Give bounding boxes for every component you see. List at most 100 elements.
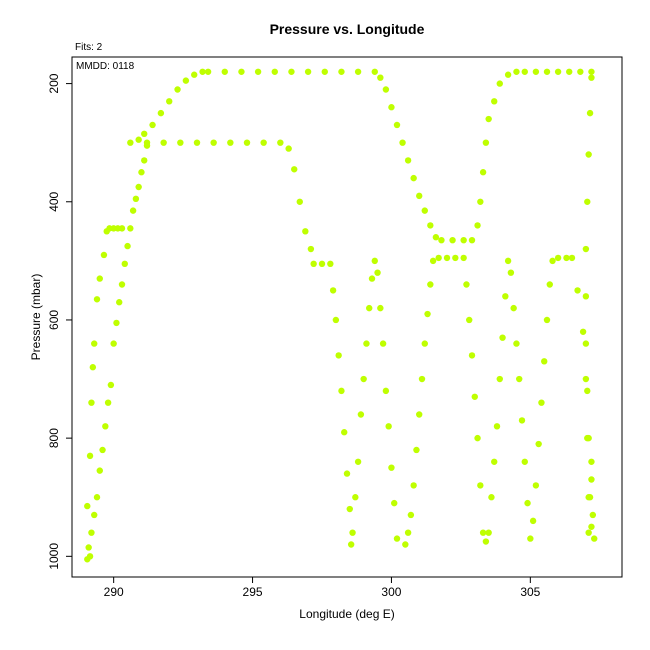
data-point	[285, 145, 292, 152]
data-point	[549, 257, 556, 265]
data-point	[399, 139, 406, 146]
data-point	[110, 340, 117, 347]
data-point	[121, 260, 128, 268]
data-point	[574, 287, 581, 294]
data-point	[404, 529, 412, 536]
data-point	[304, 68, 312, 75]
data-point	[352, 494, 359, 501]
data-point	[277, 139, 284, 146]
data-point	[491, 98, 498, 105]
data-point	[435, 254, 442, 262]
y-tick-label: 200	[47, 73, 61, 93]
y-tick-label: 800	[47, 428, 61, 448]
data-point	[343, 470, 351, 477]
y-axis: 200 400 600 800 1000	[47, 73, 72, 570]
data-point	[438, 236, 445, 244]
x-tick-label: 305	[520, 585, 540, 599]
y-axis-label: Pressure (mbar)	[29, 274, 43, 361]
data-point	[371, 68, 378, 75]
data-point	[296, 198, 303, 205]
data-point	[377, 74, 384, 81]
data-point	[499, 334, 506, 341]
data-point	[129, 207, 137, 214]
x-axis-label: Longitude (deg E)	[299, 607, 394, 621]
data-point	[93, 296, 101, 303]
data-point	[377, 304, 384, 312]
data-point	[532, 482, 540, 489]
data-point	[429, 257, 437, 265]
data-point	[582, 245, 590, 253]
data-point	[382, 86, 390, 93]
data-point	[432, 234, 440, 241]
data-point	[524, 499, 531, 507]
data-point	[143, 139, 151, 146]
data-point	[141, 130, 148, 138]
data-point	[586, 494, 594, 501]
data-point	[177, 139, 184, 146]
data-point	[193, 139, 201, 146]
data-point	[174, 86, 181, 93]
data-point	[302, 228, 309, 235]
data-point	[421, 340, 428, 347]
data-point	[491, 458, 498, 465]
data-point	[182, 77, 190, 84]
data-point	[584, 387, 591, 395]
data-point	[460, 254, 467, 262]
data-point	[93, 494, 101, 501]
data-point	[288, 68, 295, 75]
data-point	[96, 275, 103, 282]
data-point	[374, 269, 381, 276]
data-point	[582, 340, 590, 347]
data-point	[527, 535, 534, 542]
data-point	[307, 245, 315, 253]
data-point	[86, 553, 94, 560]
data-point	[88, 399, 95, 406]
data-point	[91, 511, 98, 519]
data-point	[532, 68, 540, 75]
plot-frame	[71, 56, 623, 578]
data-point	[588, 523, 595, 530]
data-point	[321, 68, 328, 75]
data-point	[513, 340, 520, 347]
y-tick-label: 1000	[47, 543, 61, 570]
data-point	[221, 68, 228, 75]
data-point	[471, 393, 478, 400]
data-point	[204, 68, 212, 75]
data-point	[584, 198, 591, 205]
data-point	[107, 381, 115, 389]
data-point	[135, 136, 142, 143]
data-point	[504, 71, 512, 78]
data-point	[588, 74, 595, 81]
data-point	[271, 68, 278, 75]
data-point	[127, 139, 134, 146]
data-point	[124, 242, 131, 250]
chart-annotation: MMDD: 0118	[76, 61, 135, 72]
data-point	[166, 98, 173, 105]
data-point	[521, 68, 528, 75]
data-point	[585, 434, 592, 442]
x-tick-label: 295	[243, 585, 263, 599]
data-point	[363, 340, 370, 347]
data-point	[332, 316, 340, 324]
data-point	[507, 269, 515, 276]
data-point	[360, 375, 367, 383]
data-point	[513, 68, 520, 75]
data-point	[535, 440, 542, 448]
data-point	[546, 281, 553, 288]
data-point	[474, 222, 481, 229]
data-point	[113, 319, 120, 327]
data-point	[413, 446, 420, 454]
data-point	[589, 511, 597, 519]
data-point	[554, 254, 562, 262]
data-point	[338, 68, 345, 75]
data-point	[510, 304, 517, 312]
data-point	[479, 169, 487, 176]
data-point	[554, 68, 562, 75]
data-point	[502, 293, 509, 300]
data-point	[460, 236, 467, 244]
data-point	[104, 399, 112, 406]
data-point	[99, 446, 106, 454]
data-point	[354, 458, 362, 465]
data-point	[393, 535, 401, 542]
data-point	[463, 281, 470, 288]
